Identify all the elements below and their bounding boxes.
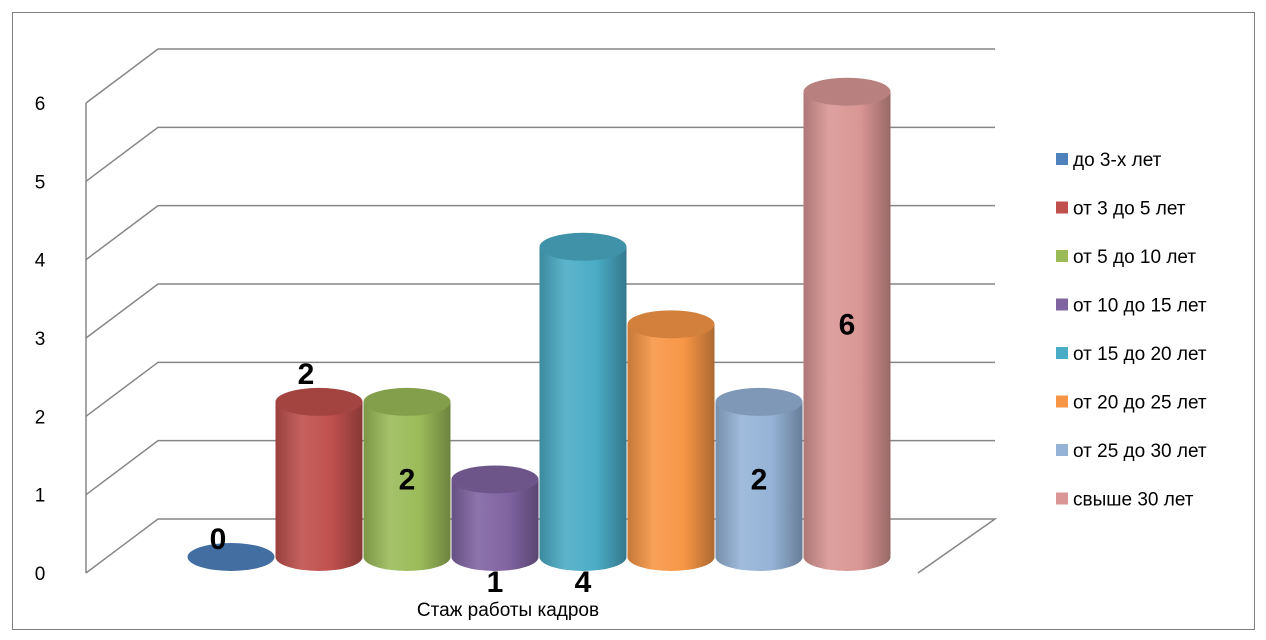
legend-item: от 15 до 20 лет	[1056, 344, 1207, 365]
data-labels: 0 2 2 1 4 2 6	[210, 308, 856, 599]
legend-item: свыше 30 лет	[1056, 490, 1194, 511]
bar-body	[451, 479, 539, 572]
legend-item: до 3-х лет	[1056, 150, 1162, 171]
bars	[187, 77, 891, 572]
bar-top	[451, 465, 539, 494]
bar-top	[627, 310, 715, 339]
data-label: 2	[399, 463, 416, 496]
legend-label: до 3-х лет	[1073, 150, 1162, 171]
data-label: 0	[210, 523, 227, 556]
y-axis-ticks: 0 1 2 3 4 5 6	[35, 94, 46, 585]
data-label: 2	[751, 463, 768, 496]
bar-body	[539, 246, 627, 572]
legend-label: от 25 до 30 лет	[1073, 441, 1207, 462]
bar-body	[363, 401, 451, 572]
y-tick-label: 0	[35, 564, 46, 585]
legend-item: от 10 до 15 лет	[1056, 296, 1207, 317]
legend-swatch	[1056, 347, 1068, 359]
gridline	[85, 361, 995, 417]
gridline	[85, 48, 995, 104]
bar-body	[627, 324, 715, 572]
y-tick-label: 4	[35, 251, 46, 272]
y-tick-label: 6	[35, 94, 46, 115]
bar-top	[275, 387, 363, 416]
bar-top	[363, 387, 451, 416]
legend-label: свыше 30 лет	[1073, 490, 1194, 511]
legend-item: от 25 до 30 лет	[1056, 441, 1207, 462]
legend-swatch	[1056, 492, 1068, 505]
chart-frame	[12, 12, 1255, 630]
bar-top	[539, 232, 627, 261]
gridline	[85, 283, 995, 339]
legend-swatch	[1056, 395, 1068, 408]
legend-swatch	[1056, 444, 1068, 456]
data-label: 4	[575, 566, 592, 599]
legend: до 3-х лет от 3 до 5 лет от 5 до 10 лет от …	[1056, 150, 1207, 511]
legend-swatch	[1056, 201, 1068, 214]
legend-label: от 15 до 20 лет	[1073, 344, 1207, 365]
legend-label: от 5 до 10 лет	[1073, 247, 1196, 268]
y-tick-label: 1	[35, 486, 46, 507]
data-label: 1	[487, 566, 504, 599]
gridline	[85, 204, 995, 261]
gridline	[85, 126, 995, 182]
bar-top	[803, 77, 891, 106]
legend-label: от 3 до 5 лет	[1073, 199, 1186, 220]
legend-label: от 10 до 15 лет	[1073, 296, 1207, 317]
y-tick-label: 5	[35, 172, 46, 193]
y-tick-label: 2	[35, 407, 46, 428]
legend-swatch	[1056, 298, 1068, 311]
data-label: 6	[839, 308, 856, 341]
bar-top	[187, 543, 275, 571]
x-axis-label: Стаж работы кадров	[417, 600, 599, 621]
y-tick-label: 3	[35, 329, 46, 350]
legend-label: от 20 до 25 лет	[1073, 393, 1207, 414]
legend-item: от 20 до 25 лет	[1056, 393, 1207, 414]
legend-swatch	[1056, 250, 1068, 262]
bar-body	[715, 401, 803, 572]
bar-body	[275, 401, 363, 571]
legend-item: от 3 до 5 лет	[1056, 199, 1186, 220]
bar-body	[803, 91, 891, 572]
legend-swatch	[1056, 153, 1068, 165]
legend-item: от 5 до 10 лет	[1056, 247, 1196, 268]
data-label: 2	[298, 358, 315, 391]
bar-top	[715, 387, 803, 416]
